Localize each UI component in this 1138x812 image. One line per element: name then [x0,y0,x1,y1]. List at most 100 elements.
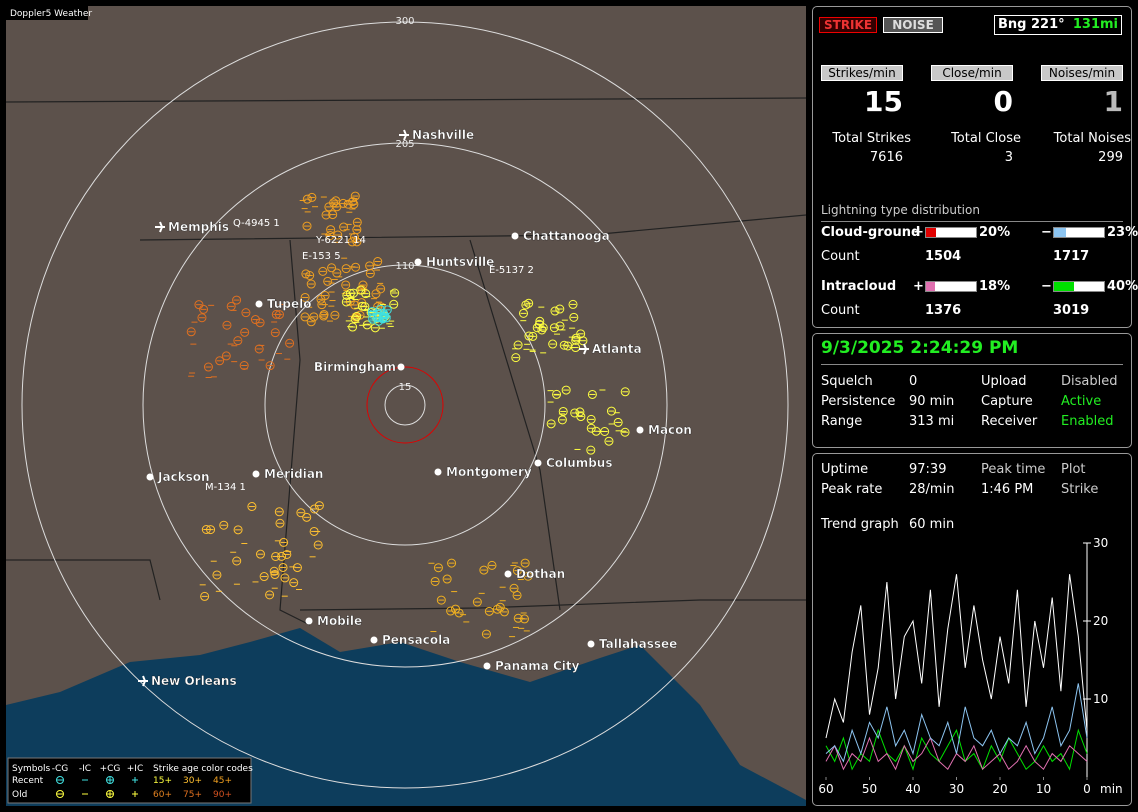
strike-symbol [247,502,257,512]
strike-symbol [487,560,497,570]
legend-age: 75+ [183,790,202,800]
strike-symbols [186,191,630,639]
strike-symbol [376,284,386,294]
city-dot [252,470,260,478]
city-label: Birmingham [314,360,396,374]
strike-symbol [484,606,494,616]
dist-count: 1717 [1053,249,1090,264]
dist-count: 1504 [925,249,962,264]
strike-symbol [586,414,596,424]
status-text: Active [1061,394,1102,409]
legend-age: 60+ [153,790,172,800]
dist-name: Intracloud [821,279,897,294]
strike-symbol [233,336,243,346]
strike-symbol [270,328,280,338]
strike-symbol [274,310,284,320]
legend-column: +CG [100,764,121,774]
legend-age: 90+ [213,790,232,800]
strike-symbol [265,590,275,600]
legend-age: 30+ [183,776,202,786]
strike-symbol [552,389,562,399]
status-text: Plot [1061,462,1086,477]
strike-symbol [323,276,333,286]
strike-symbol [302,512,312,522]
strike-symbol [347,237,357,247]
strike-symbol [300,292,310,302]
city-label: Huntsville [426,255,494,269]
strike-symbol [472,597,482,607]
strike-symbol [563,341,573,351]
total-value: 7616 [869,150,903,165]
strike-symbol [255,318,265,328]
strike-symbol [538,323,548,333]
strike-symbol [390,288,400,298]
strike-symbol [275,518,285,528]
counter-value: 15 [864,85,903,118]
total-value: 299 [1098,150,1123,165]
strike-symbol [306,279,316,289]
strike-tag: M-134 1 [205,482,246,493]
status-text: Squelch [821,374,873,389]
strike-symbol [350,314,360,324]
strike-symbol [326,225,336,235]
status-panel: 9/3/2025 2:24:29 PM Squelch 0 Upload Disabl… [812,333,1132,448]
strike-symbol [343,199,353,209]
strike-symbol [250,315,260,325]
strike-symbol [269,566,279,576]
strike-symbol [307,192,317,202]
strike-symbol [327,263,337,273]
strike-symbol [349,232,359,242]
legend-old: Old [12,790,27,800]
city-label: Tallahassee [599,637,677,651]
status-text: Strike [1061,482,1099,497]
legend-symbol [56,776,64,784]
counter-button[interactable]: Close/min [931,65,1013,81]
strike-symbol [338,198,348,208]
noise-button[interactable]: NOISE [883,17,943,33]
strike-symbol [309,504,319,514]
legend-symbol [56,790,64,798]
strike-symbol [513,340,523,350]
strike-symbol [240,327,250,337]
city-label: Mobile [317,614,362,628]
strike-symbol [523,571,533,581]
strike-symbol [576,412,586,422]
strike-symbol [255,549,265,559]
dist-bar [1054,228,1066,237]
strike-tag: E-5137 2 [489,265,534,276]
divider [821,364,1123,365]
strike-symbol [519,308,529,318]
strike-symbol [561,385,571,395]
strike-symbol [314,501,324,511]
city-dot [414,258,422,266]
strike-symbol [521,300,531,310]
status-text: Enabled [1061,414,1114,429]
status-text: 28/min [909,482,955,497]
strike-symbol [301,269,311,279]
state-borders [5,97,807,626]
status-text: Persistence [821,394,896,409]
strike-symbol [280,573,290,583]
status-text: Capture [981,394,1033,409]
total-value: 3 [1004,150,1013,165]
dist-count-label: Count [821,303,860,318]
strike-symbol [212,570,222,580]
trend-label: Trend graph [821,517,899,532]
strike-symbol [436,595,446,605]
city-label: Montgomery [446,465,532,479]
strike-symbol [451,604,461,614]
counter-button[interactable]: Strikes/min [821,65,903,81]
status-text: 0 [909,374,918,389]
strike-symbol [433,563,443,573]
strike-symbol [319,309,329,319]
ring-label: 15 [399,382,412,393]
counter-button[interactable]: Noises/min [1041,65,1123,81]
strike-symbol [371,289,381,299]
strike-symbol [524,298,534,308]
city-dot [483,662,491,670]
strike-button[interactable]: STRIKE [819,17,877,33]
strike-symbol [571,335,581,345]
ring-label: 110 [395,261,414,272]
strike-symbol [318,266,328,276]
